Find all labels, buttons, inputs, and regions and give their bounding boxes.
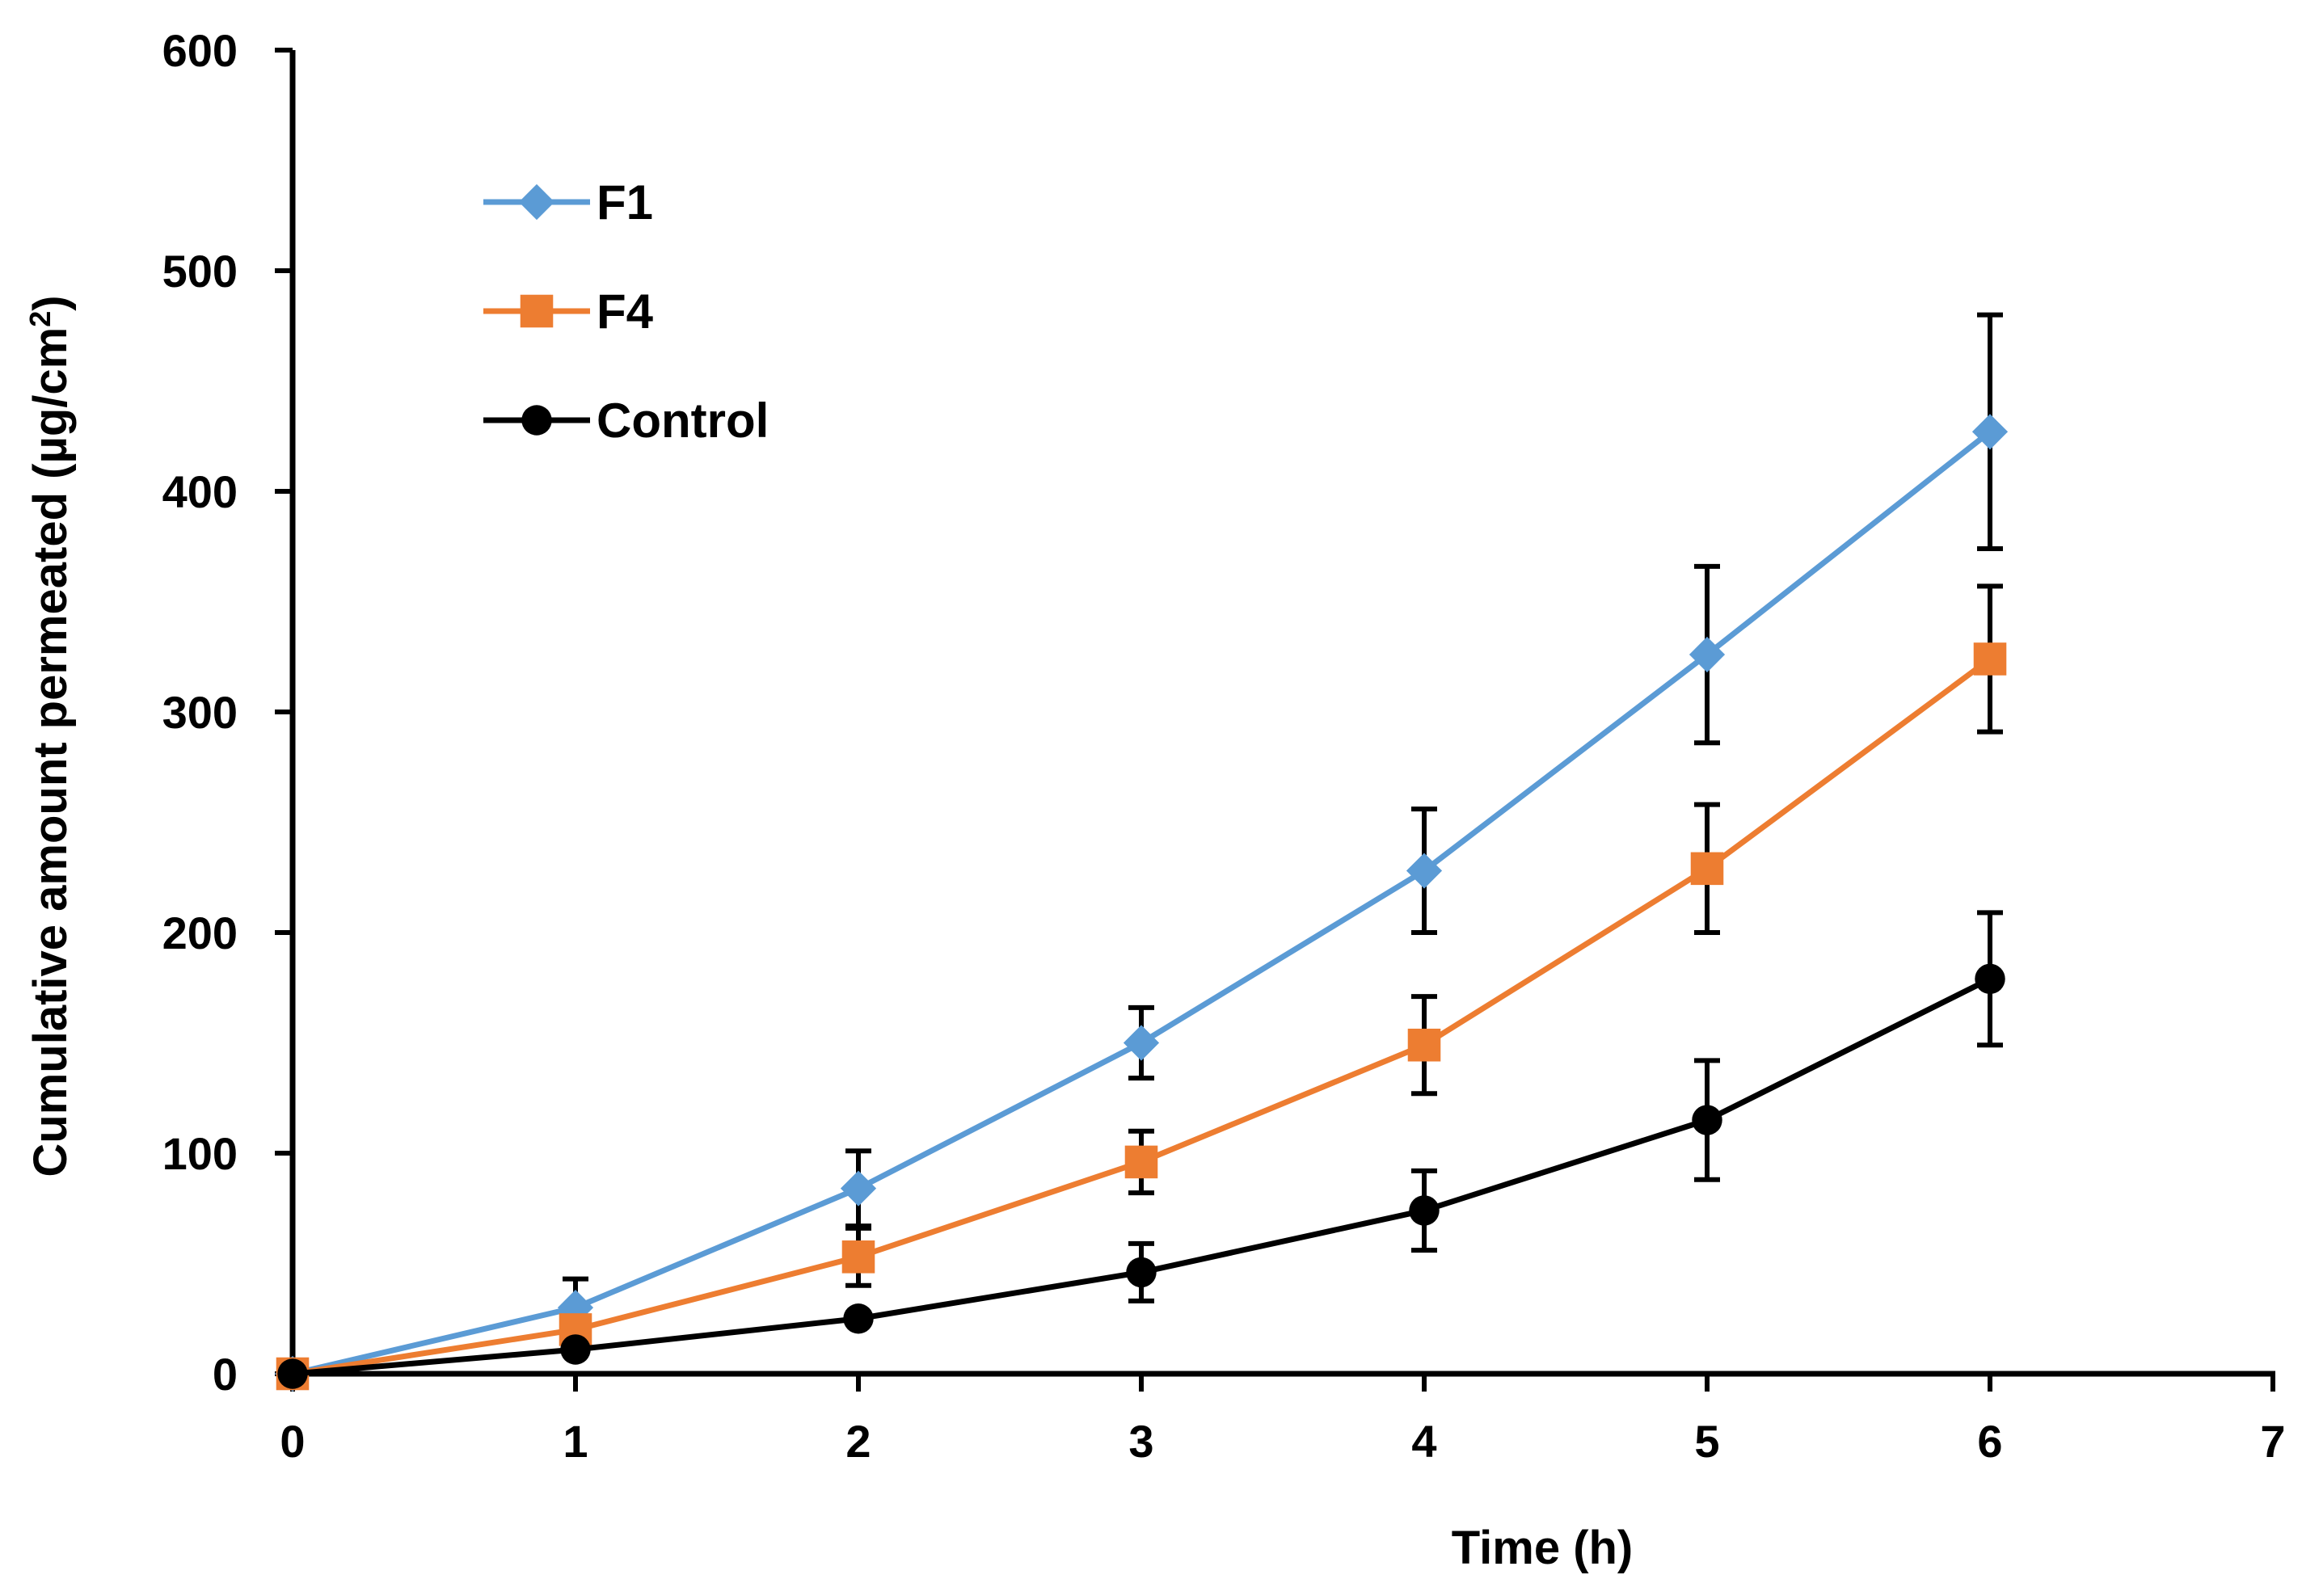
data-point-f4 bbox=[841, 1240, 875, 1274]
y-tick-label: 400 bbox=[162, 466, 238, 517]
legend-marker-control bbox=[521, 405, 552, 436]
data-point-control bbox=[1126, 1257, 1157, 1288]
x-tick-label: 5 bbox=[1694, 1416, 1719, 1467]
data-point-f4 bbox=[1407, 1028, 1441, 1062]
y-axis-title-sup: 2 bbox=[23, 311, 57, 327]
data-point-f4 bbox=[1973, 642, 2007, 676]
legend: F1 F4 Control bbox=[483, 175, 769, 448]
series-control bbox=[277, 963, 2005, 1389]
data-point-f4 bbox=[1690, 852, 1724, 886]
legend-item-f1: F1 bbox=[483, 175, 653, 230]
y-tick-label: 100 bbox=[162, 1128, 238, 1179]
x-tick-label: 4 bbox=[1411, 1416, 1436, 1467]
x-tick-label: 6 bbox=[1977, 1416, 2002, 1467]
data-point-f1 bbox=[1406, 853, 1443, 889]
x-tick-label: 1 bbox=[563, 1416, 588, 1467]
error-bars-f1 bbox=[563, 312, 2003, 1339]
x-tick-label: 7 bbox=[2260, 1416, 2285, 1467]
x-tick-label: 2 bbox=[845, 1416, 871, 1467]
legend-label-control: Control bbox=[597, 394, 769, 448]
axes: 0 1 2 3 4 5 6 7 0 100 200 300 400 500 600 bbox=[162, 25, 2286, 1467]
data-point-f1 bbox=[840, 1170, 877, 1206]
data-point-control bbox=[1692, 1105, 1722, 1135]
data-point-control bbox=[1409, 1195, 1440, 1226]
data-point-f1 bbox=[1123, 1025, 1160, 1061]
legend-marker-f1 bbox=[518, 183, 555, 221]
data-point-f1 bbox=[1689, 636, 1726, 673]
y-axis-title-main: Cumulative amount permeated (µg/cm bbox=[24, 327, 77, 1177]
series-layer bbox=[274, 312, 2009, 1392]
data-point-control bbox=[277, 1358, 308, 1389]
y-tick-label: 0 bbox=[213, 1349, 238, 1400]
data-point-control bbox=[560, 1334, 591, 1365]
legend-item-control: Control bbox=[483, 394, 769, 448]
legend-item-f4: F4 bbox=[483, 284, 654, 339]
data-point-f1 bbox=[1971, 414, 2009, 450]
x-axis-title: Time (h) bbox=[1452, 1522, 1634, 1574]
y-tick-label: 600 bbox=[162, 25, 238, 76]
x-tick-label: 3 bbox=[1128, 1416, 1153, 1467]
data-point-f4 bbox=[1124, 1145, 1158, 1179]
y-tick-label: 300 bbox=[162, 687, 238, 738]
y-axis-title-close: ) bbox=[24, 295, 77, 310]
series-f4 bbox=[276, 642, 2007, 1391]
y-tick-label: 200 bbox=[162, 907, 238, 958]
data-point-control bbox=[1975, 963, 2005, 995]
legend-label-f1: F1 bbox=[597, 175, 653, 230]
y-axis-title: Cumulative amount permeated (µg/cm2) bbox=[23, 295, 78, 1177]
series-line-f1 bbox=[292, 429, 1992, 1377]
legend-marker-f4 bbox=[520, 294, 554, 328]
data-point-control bbox=[843, 1303, 874, 1334]
legend-label-f4: F4 bbox=[597, 284, 654, 339]
x-tick-label: 0 bbox=[280, 1416, 305, 1467]
y-tick-label: 500 bbox=[162, 246, 238, 297]
